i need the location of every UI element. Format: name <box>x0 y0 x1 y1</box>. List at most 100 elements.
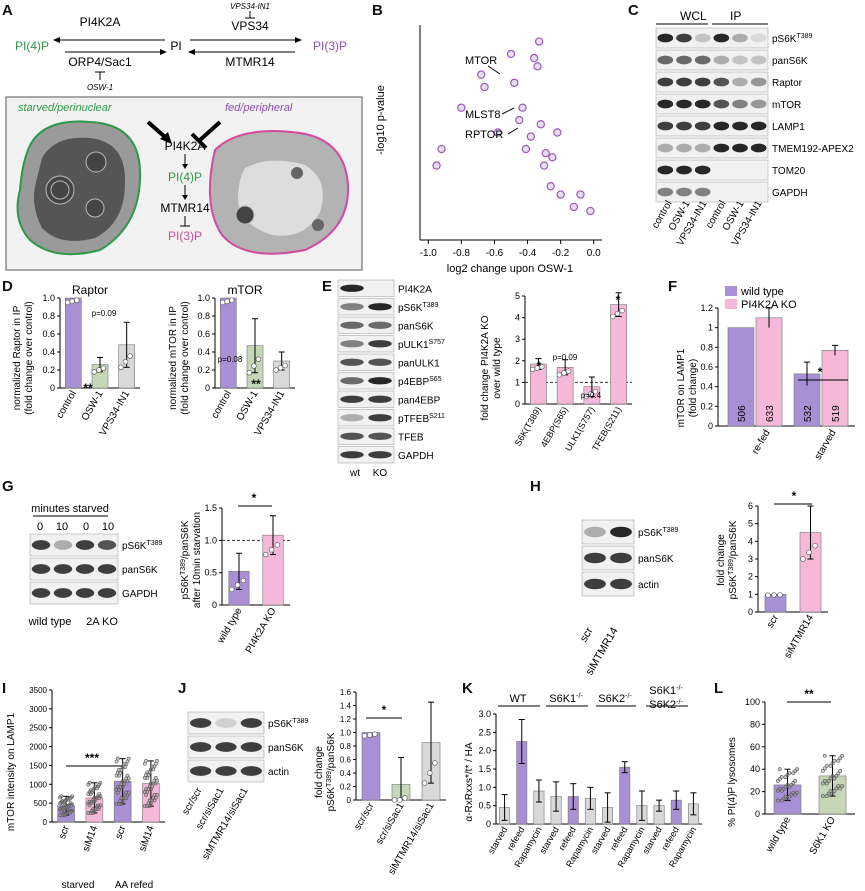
orp4-label: ORP4/Sac1 <box>68 55 132 69</box>
data-point <box>838 756 843 761</box>
data-point <box>391 797 398 803</box>
blot-band <box>31 564 51 574</box>
blot-band <box>610 526 632 538</box>
data-point <box>427 770 433 776</box>
data-point <box>153 781 158 786</box>
d-ylabel2-sub: (fold change over control) <box>180 301 191 414</box>
data-point <box>74 297 80 303</box>
blot-strip <box>187 711 265 735</box>
y-tick-label: 1500 <box>29 761 47 770</box>
data-point <box>828 763 833 768</box>
blot-band <box>732 55 748 65</box>
data-point <box>820 768 825 773</box>
data-point <box>421 780 428 786</box>
g-lane-4: 10 <box>102 521 114 533</box>
b-xlabel: log2 change upon OSW-1 <box>447 263 573 275</box>
blot-label-sup: T389 <box>422 302 438 309</box>
e-ylabel2: over wild type <box>492 337 503 399</box>
blot-band <box>97 564 117 574</box>
data-point <box>282 362 288 369</box>
blot-band <box>190 718 212 728</box>
b-point <box>515 115 524 125</box>
blot-band <box>713 99 730 109</box>
blot-band <box>215 742 237 752</box>
blot-band <box>368 377 392 385</box>
y-tick-label: 0 <box>708 421 713 431</box>
data-point <box>117 773 121 778</box>
category-group: S6K1 KO <box>808 815 838 857</box>
data-point <box>828 789 833 793</box>
category-label: scr <box>57 824 72 841</box>
category-group: siM14 <box>137 824 157 853</box>
blot-band <box>732 77 748 87</box>
category-label: wild type <box>764 815 794 855</box>
j-ylabel2-b: /panS6K <box>326 732 337 771</box>
category-label: 4EBP(S65) <box>539 405 570 449</box>
blot-strip <box>337 446 395 464</box>
data-point <box>91 811 96 815</box>
blot-band <box>657 165 674 175</box>
center-mtmr14-label: MTMR14 <box>160 201 210 215</box>
f-sig: * <box>818 365 823 379</box>
data-point <box>93 797 98 802</box>
data-point <box>98 780 103 785</box>
category-label: siM14 <box>137 824 157 853</box>
panel-b-scatter: -log10 p-value log2 change upon OSW-1 -1… <box>375 25 602 275</box>
blot-band <box>368 451 392 459</box>
y-tick-label: 2000 <box>29 743 47 752</box>
data-point <box>88 792 93 796</box>
blot-band <box>676 165 692 175</box>
e-pval1: p=0.09 <box>553 353 578 362</box>
data-point <box>97 795 102 800</box>
blot-band <box>368 358 392 366</box>
blot-band <box>657 143 674 153</box>
category-label: scr <box>114 824 129 841</box>
e-lane-ko: KO <box>373 468 388 478</box>
data-point <box>246 369 252 376</box>
blot-strip <box>337 298 395 316</box>
y-tick-label: 0.2 <box>42 365 55 375</box>
blot-band <box>75 588 95 598</box>
y-tick-label: 0.6 <box>42 329 55 339</box>
blot-band <box>694 33 711 43</box>
y-tick-label: 500 <box>34 799 48 808</box>
blot-strip <box>655 115 769 137</box>
f-ylabel1: mTOR on LAMP1 <box>676 348 687 427</box>
data-point <box>793 792 798 797</box>
y-tick-label: 2 <box>515 356 520 366</box>
h-sig: * <box>792 489 797 503</box>
blot-band <box>97 540 117 550</box>
data-point <box>777 767 782 772</box>
y-tick-label: 0.6 <box>700 362 713 372</box>
panel-j-blots-chart: pS6KT389panS6Kactinscr/scrscr/siSac1siMT… <box>180 688 446 877</box>
b-xtick-label: 0.0 <box>587 248 601 259</box>
data-point <box>124 796 129 801</box>
blot-band <box>657 99 674 109</box>
data-point <box>765 592 771 598</box>
category-group: siMTMR14 <box>782 613 816 661</box>
n-count: 633 <box>765 405 776 422</box>
data-point <box>147 804 152 809</box>
panel-i-chart: mTOR intensity on LAMP1 0 500 1000 1500 2000… <box>6 686 165 891</box>
n-group: 519 <box>831 405 842 422</box>
data-point <box>96 367 102 373</box>
fed-label: fed/peripheral <box>225 102 293 114</box>
b-xtick-label: -0.6 <box>486 248 504 259</box>
blot-strip <box>29 557 119 581</box>
blot-strip <box>337 427 395 445</box>
blot-band <box>584 552 606 564</box>
y-tick-label: 1000 <box>29 780 47 789</box>
blot-band <box>676 143 692 153</box>
y-tick-label: 6 <box>748 501 753 511</box>
i-group-refed: AA refed <box>115 880 153 891</box>
category-label: OSW-1 <box>235 389 261 423</box>
y-tick-label: 1.2 <box>700 303 713 313</box>
data-point <box>610 313 616 320</box>
vps34in1-label: VPS34-IN1 <box>230 2 270 11</box>
center-pi4p-label: PI(4)P <box>168 170 202 184</box>
y-tick-label: 0.6 <box>197 329 210 339</box>
blot-band <box>713 121 730 131</box>
y-tick-label: 3500 <box>29 686 47 695</box>
y-tick-label: 0 <box>515 399 520 409</box>
blot-label: pS6KT389 <box>772 33 813 45</box>
